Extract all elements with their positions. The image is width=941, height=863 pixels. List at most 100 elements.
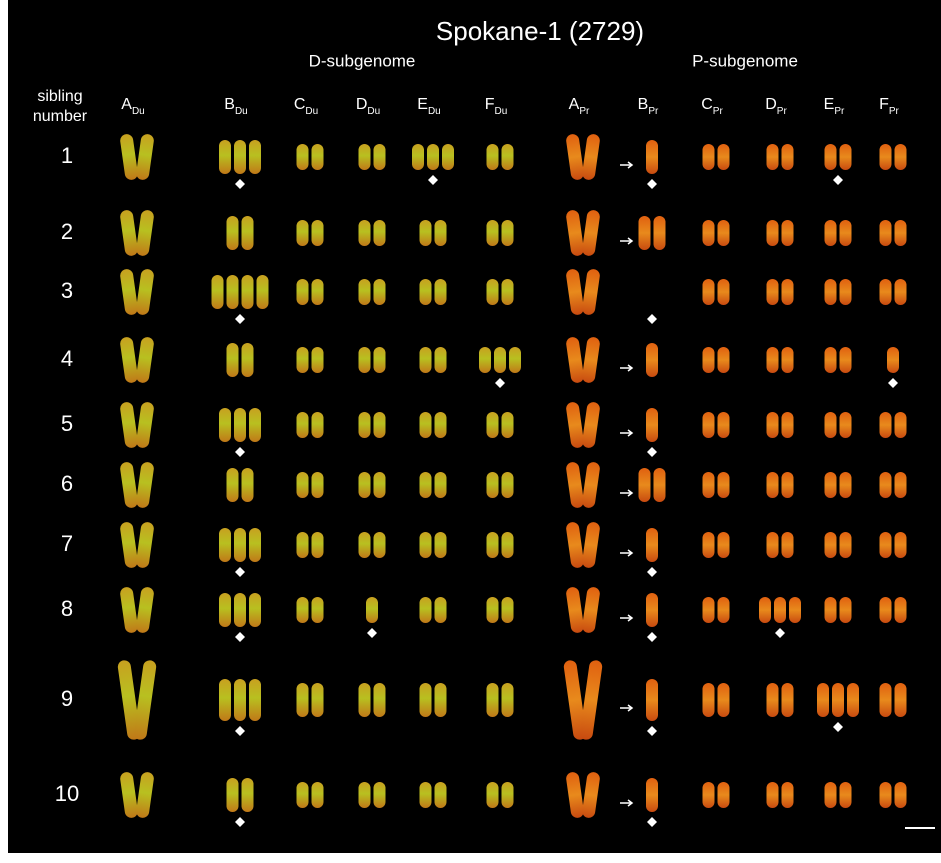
column-letter: B — [224, 96, 235, 113]
column-subscript: Pr — [777, 106, 788, 117]
chromosome — [487, 412, 499, 438]
chromosome — [895, 220, 907, 246]
row-label: 5 — [61, 411, 73, 436]
chromosome — [366, 597, 378, 623]
chromosome — [782, 412, 794, 438]
chromosome — [509, 347, 521, 373]
chromosome — [895, 279, 907, 305]
column-letter: F — [879, 96, 889, 113]
chromosome — [487, 472, 499, 498]
chromosome — [297, 412, 309, 438]
chromosome — [840, 472, 852, 498]
chromosome — [825, 347, 837, 373]
row-label: 4 — [61, 346, 73, 371]
chromosome — [825, 220, 837, 246]
chromosome — [703, 412, 715, 438]
chromosome — [435, 683, 447, 717]
chromosome — [219, 408, 231, 442]
chromosome — [646, 343, 658, 377]
subgenome-label: D-subgenome — [309, 51, 416, 70]
chromosome — [359, 347, 371, 373]
chromosome — [435, 472, 447, 498]
chromosome — [767, 220, 779, 246]
chromosome — [895, 532, 907, 558]
column-subscript: Pr — [834, 106, 845, 117]
chromosome — [718, 472, 730, 498]
chromosome — [880, 683, 892, 717]
chromosome — [312, 683, 324, 717]
chromosome — [374, 472, 386, 498]
chromosome — [703, 144, 715, 170]
chromosome — [374, 347, 386, 373]
chromosome — [825, 144, 837, 170]
row-label: 10 — [55, 781, 79, 806]
chromosome — [249, 593, 261, 627]
chromosome — [789, 597, 801, 623]
chromosome — [767, 347, 779, 373]
chromosome — [312, 144, 324, 170]
chromosome — [825, 782, 837, 808]
chromosome — [420, 412, 432, 438]
chromosome — [654, 468, 666, 502]
chromosome — [312, 347, 324, 373]
chromosome — [840, 782, 852, 808]
chromosome — [718, 782, 730, 808]
chromosome — [703, 279, 715, 305]
chromosome — [825, 597, 837, 623]
chromosome — [718, 220, 730, 246]
column-subscript: Pr — [648, 106, 659, 117]
row-label: 9 — [61, 686, 73, 711]
column-letter: C — [294, 96, 306, 113]
chromosome — [887, 347, 899, 373]
chromosome — [767, 279, 779, 305]
chromosome — [703, 220, 715, 246]
chromosome — [840, 347, 852, 373]
chromosome — [219, 528, 231, 562]
row-label: 7 — [61, 531, 73, 556]
chromosome — [782, 532, 794, 558]
chromosome — [359, 220, 371, 246]
chromosome — [782, 683, 794, 717]
chromosome — [435, 597, 447, 623]
column-subscript: Du — [367, 106, 380, 117]
chromosome — [817, 683, 829, 717]
chromosome — [374, 782, 386, 808]
chromosome — [359, 144, 371, 170]
chromosome — [782, 782, 794, 808]
chromosome — [487, 782, 499, 808]
chromosome — [840, 597, 852, 623]
column-subscript: Pr — [889, 106, 900, 117]
chromosome — [840, 532, 852, 558]
chromosome — [420, 597, 432, 623]
chromosome — [654, 216, 666, 250]
chromosome — [880, 532, 892, 558]
chromosome — [312, 412, 324, 438]
chromosome — [767, 472, 779, 498]
chromosome — [234, 408, 246, 442]
chromosome — [718, 412, 730, 438]
column-subscript: Du — [305, 106, 318, 117]
chromosome — [297, 220, 309, 246]
column-letter: C — [701, 96, 713, 113]
chromosome — [502, 532, 514, 558]
chromosome — [374, 144, 386, 170]
chromosome — [359, 472, 371, 498]
chromosome — [427, 144, 439, 170]
chromosome — [880, 782, 892, 808]
chromosome — [420, 472, 432, 498]
chromosome — [502, 412, 514, 438]
chromosome — [895, 472, 907, 498]
row-label: 2 — [61, 219, 73, 244]
row-label: 3 — [61, 278, 73, 303]
chromosome — [646, 528, 658, 562]
chromosome — [782, 472, 794, 498]
chromosome — [502, 220, 514, 246]
chromosome — [487, 220, 499, 246]
row-label: 6 — [61, 471, 73, 496]
chromosome — [242, 468, 254, 502]
chromosome — [880, 144, 892, 170]
chromosome — [297, 144, 309, 170]
chromosome — [646, 408, 658, 442]
chromosome — [420, 782, 432, 808]
chromosome — [219, 679, 231, 721]
